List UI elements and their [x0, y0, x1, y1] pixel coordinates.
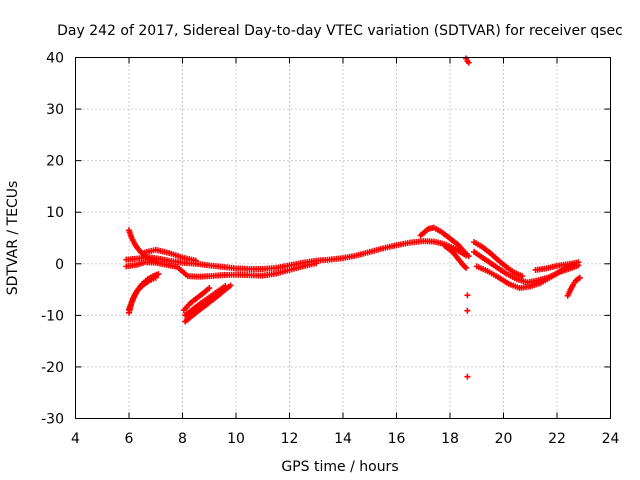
grid-lines [75, 57, 611, 419]
x-tick-label: 12 [281, 431, 299, 447]
series-arc-late-4 [532, 259, 582, 273]
x-tick-label: 14 [334, 431, 352, 447]
data-point [575, 259, 582, 266]
y-tick-label: 10 [46, 205, 64, 221]
x-tick-label: 4 [71, 431, 80, 447]
y-tick-label: -10 [41, 308, 64, 324]
axis-ticks [75, 57, 611, 419]
data-point [313, 260, 320, 267]
series-arc-late-3 [473, 261, 577, 292]
x-tick-label: 8 [178, 431, 187, 447]
series-arc-rise-2 [126, 274, 159, 313]
data-point [519, 273, 526, 280]
data-point [576, 274, 583, 281]
x-tick-label: 24 [602, 431, 620, 447]
x-tick-label: 16 [388, 431, 406, 447]
y-tick-label: 20 [46, 154, 64, 170]
x-axis-tick-labels: 4 6 8 10 12 14 16 18 20 22 24 [71, 431, 619, 447]
series-outliers [463, 55, 472, 380]
data-point [465, 253, 472, 260]
chart-title: Day 242 of 2017, Sidereal Day-to-day VTE… [57, 23, 623, 39]
series-arc-late-5 [564, 274, 583, 299]
data-point [227, 282, 234, 289]
data-point [465, 59, 472, 66]
data-point [463, 264, 470, 271]
data-point [464, 307, 471, 314]
y-tick-label: 0 [55, 257, 64, 273]
data-point [206, 285, 213, 292]
data-point [152, 274, 159, 281]
x-tick-label: 6 [125, 431, 134, 447]
series-arc-drop [441, 242, 470, 271]
series-arc-diag-3 [180, 285, 213, 314]
x-tick-label: 10 [227, 431, 245, 447]
y-tick-label: 40 [46, 51, 64, 67]
data-points [123, 55, 583, 380]
x-tick-label: 20 [495, 431, 513, 447]
y-tick-label: -30 [41, 412, 64, 428]
data-point [152, 258, 159, 265]
data-point [222, 282, 229, 289]
y-axis-tick-labels: 40 30 20 10 0 -10 -20 -30 [41, 51, 64, 428]
series-arc-fall [126, 227, 159, 265]
x-tick-label: 22 [548, 431, 566, 447]
series-arc-late-1 [471, 239, 526, 280]
data-point [155, 271, 162, 278]
series-arc-peak [417, 224, 472, 260]
series-arc-diag-2 [182, 282, 229, 319]
y-axis-label: SDTVAR / TECUs [5, 181, 21, 296]
series-arc-lower [123, 259, 320, 280]
x-tick-label: 18 [441, 431, 459, 447]
data-point [192, 257, 199, 264]
series-arc-diag-1 [182, 282, 234, 325]
x-axis-label: GPS time / hours [281, 459, 398, 475]
y-tick-label: 30 [46, 102, 64, 118]
data-point [464, 373, 471, 380]
data-point [464, 292, 471, 299]
y-tick-label: -20 [41, 360, 64, 376]
